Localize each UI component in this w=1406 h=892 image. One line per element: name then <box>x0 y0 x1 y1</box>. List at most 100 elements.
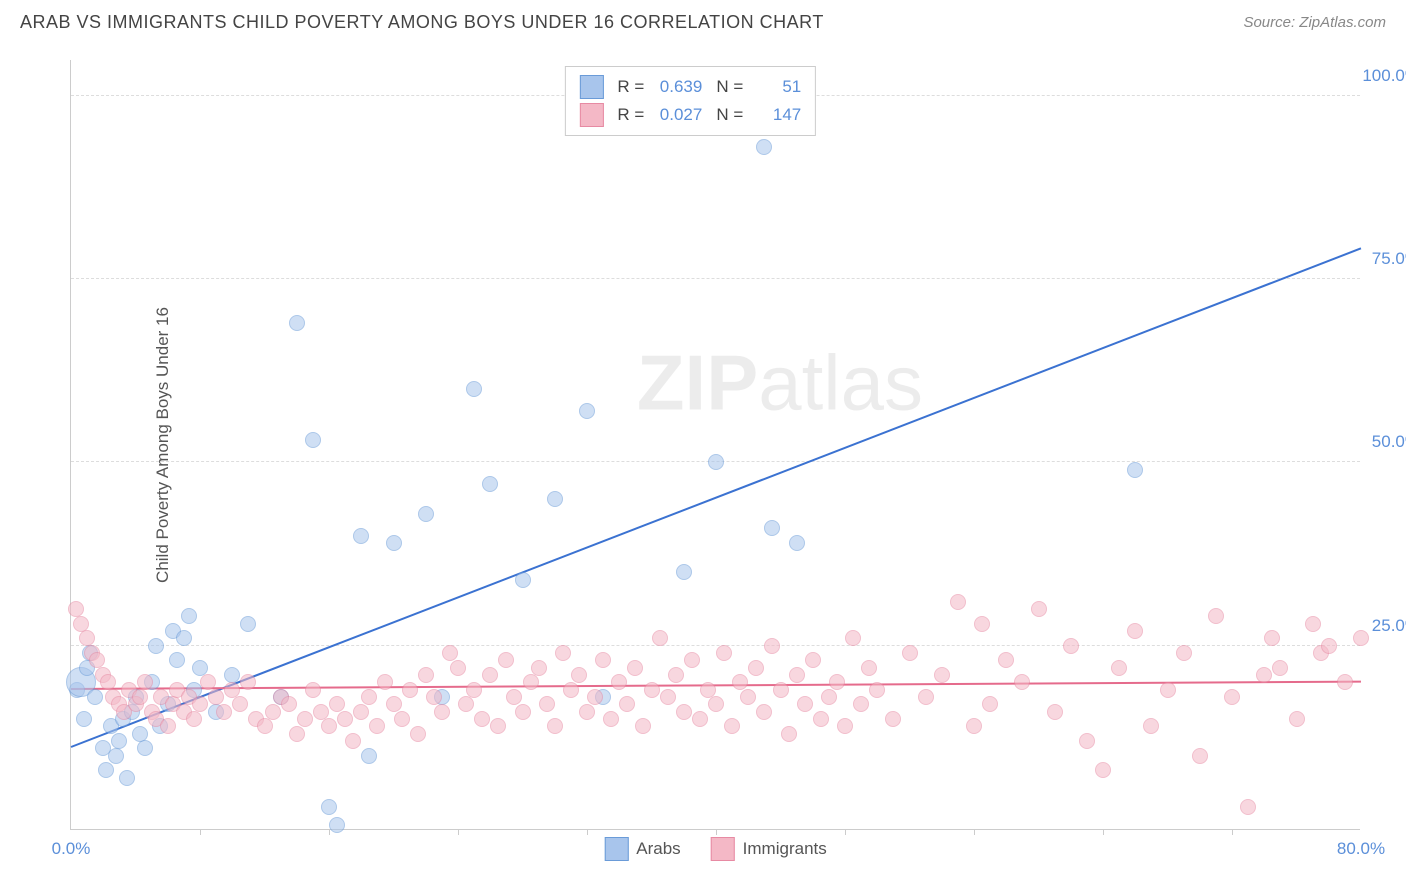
data-point-immigrants <box>1079 733 1095 749</box>
data-point-immigrants <box>1337 674 1353 690</box>
data-point-immigrants <box>1143 718 1159 734</box>
data-point-immigrants <box>644 682 660 698</box>
data-point-arabs <box>515 572 531 588</box>
data-point-immigrants <box>531 660 547 676</box>
data-point-immigrants <box>474 711 490 727</box>
legend-item-immigrants: Immigrants <box>711 837 827 861</box>
data-point-immigrants <box>716 645 732 661</box>
data-point-immigrants <box>781 726 797 742</box>
data-point-immigrants <box>950 594 966 610</box>
data-point-immigrants <box>361 689 377 705</box>
data-point-immigrants <box>692 711 708 727</box>
data-point-immigrants <box>1353 630 1369 646</box>
x-tick-mark <box>1232 829 1233 835</box>
x-tick-mark <box>200 829 201 835</box>
watermark: ZIPatlas <box>637 337 923 428</box>
data-point-immigrants <box>1047 704 1063 720</box>
data-point-immigrants <box>434 704 450 720</box>
data-point-arabs <box>1127 462 1143 478</box>
data-point-immigrants <box>1160 682 1176 698</box>
data-point-immigrants <box>1289 711 1305 727</box>
data-point-immigrants <box>313 704 329 720</box>
legend-row-arabs: R = 0.639 N = 51 <box>579 73 801 101</box>
x-tick-label: 0.0% <box>52 839 91 859</box>
n-value-arabs: 51 <box>753 77 801 97</box>
data-point-immigrants <box>1208 608 1224 624</box>
data-point-immigrants <box>345 733 361 749</box>
y-tick-label: 100.0% <box>1362 66 1406 86</box>
data-point-immigrants <box>232 696 248 712</box>
data-point-immigrants <box>773 682 789 698</box>
data-point-immigrants <box>297 711 313 727</box>
data-point-immigrants <box>329 696 345 712</box>
data-point-immigrants <box>579 704 595 720</box>
data-point-immigrants <box>821 689 837 705</box>
data-point-immigrants <box>595 652 611 668</box>
data-point-immigrants <box>281 696 297 712</box>
data-point-arabs <box>181 608 197 624</box>
data-point-arabs <box>87 689 103 705</box>
data-point-immigrants <box>563 682 579 698</box>
data-point-immigrants <box>321 718 337 734</box>
data-point-arabs <box>224 667 240 683</box>
data-point-arabs <box>418 506 434 522</box>
gridline <box>71 645 1360 646</box>
data-point-arabs <box>148 638 164 654</box>
data-point-immigrants <box>1305 616 1321 632</box>
data-point-arabs <box>353 528 369 544</box>
x-tick-mark <box>845 829 846 835</box>
data-point-immigrants <box>89 652 105 668</box>
data-point-immigrants <box>79 630 95 646</box>
data-point-immigrants <box>652 630 668 646</box>
y-tick-label: 25.0% <box>1372 616 1406 636</box>
data-point-immigrants <box>740 689 756 705</box>
data-point-immigrants <box>1264 630 1280 646</box>
data-point-immigrants <box>1176 645 1192 661</box>
data-point-immigrants <box>515 704 531 720</box>
data-point-immigrants <box>192 696 208 712</box>
data-point-immigrants <box>418 667 434 683</box>
data-point-arabs <box>764 520 780 536</box>
watermark-bold: ZIP <box>637 338 758 426</box>
data-point-immigrants <box>137 674 153 690</box>
data-point-immigrants <box>482 667 498 683</box>
data-point-immigrants <box>450 660 466 676</box>
legend-item-arabs: Arabs <box>604 837 680 861</box>
data-point-immigrants <box>555 645 571 661</box>
swatch-arabs <box>604 837 628 861</box>
data-point-immigrants <box>789 667 805 683</box>
x-tick-mark <box>587 829 588 835</box>
data-point-arabs <box>132 726 148 742</box>
data-point-immigrants <box>587 689 603 705</box>
data-point-immigrants <box>998 652 1014 668</box>
data-point-arabs <box>756 139 772 155</box>
data-point-immigrants <box>1095 762 1111 778</box>
data-point-immigrants <box>627 660 643 676</box>
chart-title: ARAB VS IMMIGRANTS CHILD POVERTY AMONG B… <box>20 12 824 33</box>
legend-label-immigrants: Immigrants <box>743 839 827 859</box>
data-point-immigrants <box>490 718 506 734</box>
data-point-immigrants <box>982 696 998 712</box>
data-point-arabs <box>98 762 114 778</box>
data-point-arabs <box>137 740 153 756</box>
data-point-arabs <box>329 817 345 833</box>
data-point-immigrants <box>805 652 821 668</box>
data-point-immigrants <box>337 711 353 727</box>
data-point-immigrants <box>442 645 458 661</box>
data-point-immigrants <box>186 711 202 727</box>
data-point-immigrants <box>386 696 402 712</box>
data-point-arabs <box>176 630 192 646</box>
data-point-immigrants <box>1063 638 1079 654</box>
chart-source: Source: ZipAtlas.com <box>1243 14 1386 31</box>
x-tick-label: 80.0% <box>1337 839 1385 859</box>
n-label: N = <box>716 105 743 125</box>
x-tick-mark <box>1103 829 1104 835</box>
data-point-immigrants <box>1240 799 1256 815</box>
n-value-immigrants: 147 <box>753 105 801 125</box>
data-point-immigrants <box>635 718 651 734</box>
data-point-immigrants <box>208 689 224 705</box>
data-point-immigrants <box>547 718 563 734</box>
data-point-arabs <box>789 535 805 551</box>
data-point-immigrants <box>700 682 716 698</box>
data-point-immigrants <box>708 696 724 712</box>
